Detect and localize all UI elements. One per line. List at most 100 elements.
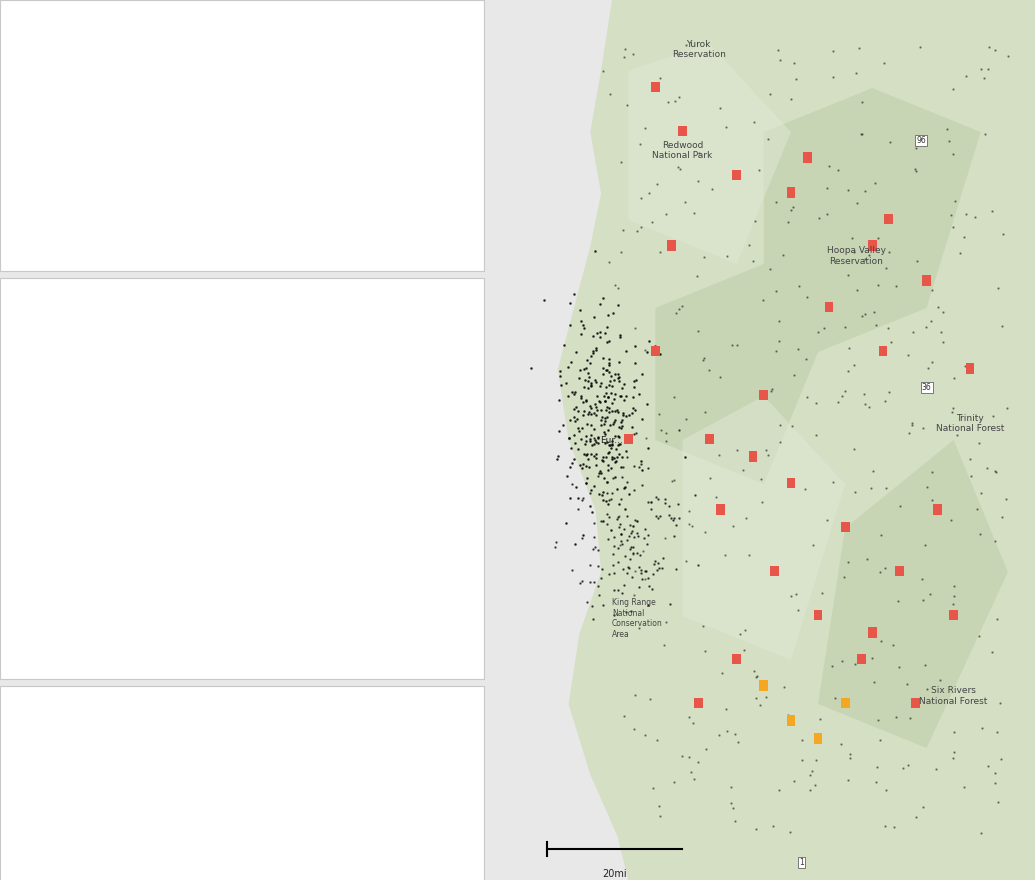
- Point: [578, 392, 594, 407]
- Point: [579, 417, 595, 431]
- Point: [877, 561, 893, 576]
- Bar: [733, 170, 741, 180]
- Point: [620, 561, 637, 576]
- Point: [588, 375, 604, 389]
- Point: [610, 510, 626, 524]
- Point: [573, 327, 590, 341]
- Point: [611, 420, 627, 434]
- Point: [619, 99, 635, 113]
- Point: [839, 268, 856, 282]
- Point: [677, 38, 693, 52]
- Point: [799, 390, 816, 404]
- Point: [917, 320, 934, 334]
- Point: [598, 386, 615, 400]
- Point: [772, 53, 789, 67]
- Point: [799, 290, 816, 304]
- Point: [878, 782, 894, 796]
- Bar: [884, 214, 893, 224]
- Point: [945, 220, 962, 234]
- Point: [873, 634, 889, 648]
- Point: [589, 389, 605, 403]
- Point: [729, 338, 745, 352]
- Point: [846, 246, 862, 260]
- Point: [585, 612, 601, 626]
- Point: [578, 476, 594, 490]
- Point: [582, 435, 598, 449]
- Point: [633, 220, 650, 234]
- Point: [640, 397, 656, 411]
- Point: [562, 318, 579, 332]
- Point: [609, 511, 625, 525]
- Point: [568, 480, 585, 494]
- Point: [857, 184, 874, 198]
- Point: [762, 87, 778, 101]
- Point: [697, 644, 713, 658]
- Point: [586, 430, 602, 444]
- Point: [924, 356, 941, 370]
- Point: [590, 466, 607, 480]
- Point: [921, 587, 938, 601]
- Point: [794, 733, 810, 747]
- Point: [904, 418, 920, 432]
- Point: [591, 464, 608, 478]
- Point: [698, 742, 714, 756]
- Point: [624, 540, 641, 554]
- Point: [905, 325, 921, 339]
- Point: [603, 369, 620, 383]
- Point: [849, 196, 865, 210]
- Point: [918, 682, 935, 696]
- Point: [597, 451, 614, 465]
- Wedge shape: [242, 346, 266, 474]
- Point: [727, 727, 743, 741]
- Point: [834, 389, 851, 403]
- Point: [943, 513, 959, 527]
- Point: [619, 450, 635, 464]
- Point: [605, 583, 622, 597]
- Point: [633, 566, 650, 580]
- Point: [579, 354, 595, 368]
- Point: [570, 421, 587, 435]
- Point: [599, 435, 616, 449]
- Point: [825, 475, 841, 489]
- Point: [861, 248, 878, 262]
- Point: [663, 473, 680, 488]
- Point: [611, 496, 627, 510]
- Point: [650, 798, 667, 812]
- Point: [963, 469, 979, 483]
- Point: [633, 412, 650, 426]
- Point: [599, 446, 616, 460]
- Point: [615, 406, 631, 420]
- Point: [626, 320, 643, 334]
- Point: [929, 300, 946, 314]
- Point: [677, 195, 693, 209]
- Point: [569, 404, 586, 418]
- Polygon shape: [628, 44, 791, 264]
- Point: [613, 414, 629, 429]
- Point: [972, 526, 988, 540]
- Point: [881, 245, 897, 259]
- Point: [989, 281, 1006, 295]
- Point: [752, 473, 769, 487]
- Point: [744, 253, 761, 268]
- Point: [626, 588, 643, 602]
- Bar: [840, 522, 850, 532]
- Text: Hoopa Valley
Reservation: Hoopa Valley Reservation: [827, 246, 886, 266]
- Point: [723, 338, 740, 352]
- Point: [579, 447, 595, 461]
- Point: [582, 432, 598, 446]
- Point: [632, 137, 649, 151]
- Point: [599, 463, 616, 477]
- Point: [854, 95, 870, 109]
- Point: [626, 403, 643, 417]
- Bar: [949, 610, 958, 620]
- Point: [595, 291, 612, 305]
- Point: [708, 490, 724, 504]
- Point: [586, 437, 602, 451]
- Point: [597, 411, 614, 425]
- Point: [864, 465, 881, 479]
- Point: [631, 560, 648, 574]
- Point: [589, 430, 605, 444]
- Point: [604, 417, 621, 431]
- Point: [632, 458, 649, 472]
- Point: [901, 711, 918, 725]
